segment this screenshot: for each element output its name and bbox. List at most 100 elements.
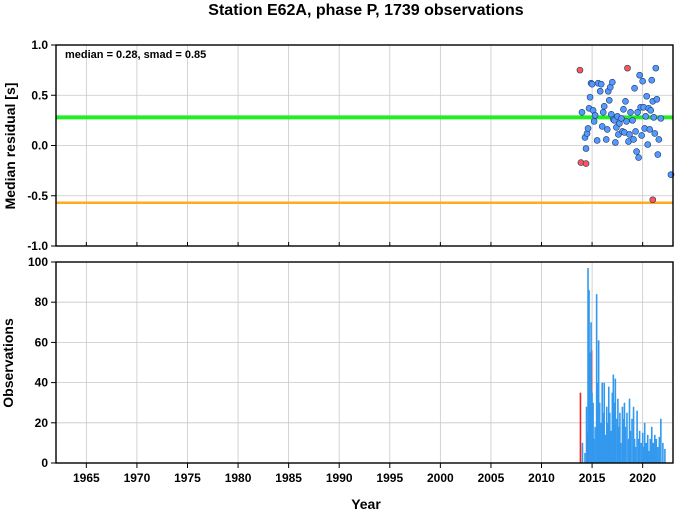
scatter-point [591,112,599,119]
scatter-point [654,151,662,158]
x-axis-label: Year [351,496,381,511]
scatter-point [578,109,586,116]
x-tick-label: 2010 [528,471,555,485]
scatter-point [644,141,652,148]
bottom-y-tick-label: 60 [35,335,49,349]
observation-bar [608,412,611,463]
scatter-point [638,132,645,139]
observation-bar [601,382,603,463]
scatter-point [605,96,613,104]
bottom-y-tick-label: 20 [35,416,49,430]
observation-bar [642,446,645,463]
observation-bar [595,294,598,463]
observation-bar [611,392,614,463]
observation-bar [591,392,593,463]
scatter-point [626,131,633,138]
observation-bar [638,430,641,463]
scatter-point [629,117,636,124]
scatter-point [630,136,637,143]
observation-bar [616,418,618,463]
observation-bar [660,418,662,463]
chart-title: Station E62A, phase P, 1739 observations [208,2,523,19]
top-y-tick-label: 0.0 [31,139,48,153]
scatter-point [612,139,619,146]
observation-bar [664,448,666,463]
top-y-tick-label: -0.5 [27,189,48,203]
top-y-tick-label: 1.0 [31,38,48,52]
scatter-point [636,71,643,79]
bottom-y-ticks: 0 20 40 60 80 100 [28,255,56,470]
observation-bar [619,412,621,463]
observation-bar [631,418,633,463]
observation-bar [614,378,617,463]
observation-bar [585,406,588,463]
scatter-point [600,103,608,110]
scatter-point [631,84,638,92]
observation-bar [643,422,646,463]
observation-bar [649,438,652,463]
scatter-point [582,145,590,152]
top-y-ticks: 1.0 0.5 0.0 -0.5 -1.0 [27,38,644,253]
bottom-y-tick-label: 100 [28,255,48,269]
observation-bar [602,412,605,463]
x-tick-label: 1990 [326,471,353,485]
scatter-point [620,106,627,113]
scatter-point [651,130,659,137]
scatter-point [643,92,651,100]
scatter-point [609,78,616,86]
observation-bar [640,442,642,463]
observation-bar [590,322,592,463]
x-tick-label: 1970 [124,471,151,485]
scatter-point [657,115,665,122]
x-tick-label: 1980 [225,471,252,485]
scatter-point [634,109,641,116]
bottom-y-tick-label: 80 [35,295,49,309]
observation-bar [589,352,591,463]
scatter-point [590,118,598,125]
observation-bar [588,290,590,463]
scatter-point [648,76,656,84]
observation-bar [623,402,626,463]
observation-bar [645,442,647,463]
scatter-point [622,97,629,105]
observation-bar [606,422,609,463]
bottom-panel-frame [55,261,674,464]
observation-bar [650,426,653,463]
observation-bar [604,434,607,463]
bottom-y-tick-label: 0 [41,456,48,470]
scatter-point [584,125,592,132]
reference-lines [56,115,673,205]
observation-bar [603,382,606,463]
observation-bar [579,392,582,463]
scatter-point [633,148,640,155]
observation-bar [613,402,616,463]
scatter-point [588,80,596,88]
observation-bar [658,436,661,463]
scatter-point [652,64,660,72]
observation-bar [657,446,659,463]
scatter-point [646,126,654,133]
x-tick-label: 1985 [275,471,302,485]
observation-bar [618,426,620,463]
observation-bar [599,422,602,463]
observation-bar [624,426,627,463]
observation-bar [653,434,656,463]
top-y-tick-label: 0.5 [31,88,48,102]
scatter-point [655,136,663,143]
observation-bar [626,412,628,463]
observation-bar [581,442,584,463]
observation-bar [596,382,599,463]
x-ticks: 1965 1970 1975 1980 1985 1990 1995 2000 2005 2010… [73,463,656,485]
observation-bar [627,438,630,463]
observation-bar [646,434,649,463]
observation-bar [637,438,640,463]
scatter-point [623,118,630,125]
scatter-point [603,126,611,133]
scatter-point [647,107,655,114]
scatter-point [635,154,642,161]
bottom-y-tick-label: 40 [35,376,49,390]
observation-bar [628,398,631,463]
observation-bars [579,268,666,463]
observation-bar [629,430,632,463]
